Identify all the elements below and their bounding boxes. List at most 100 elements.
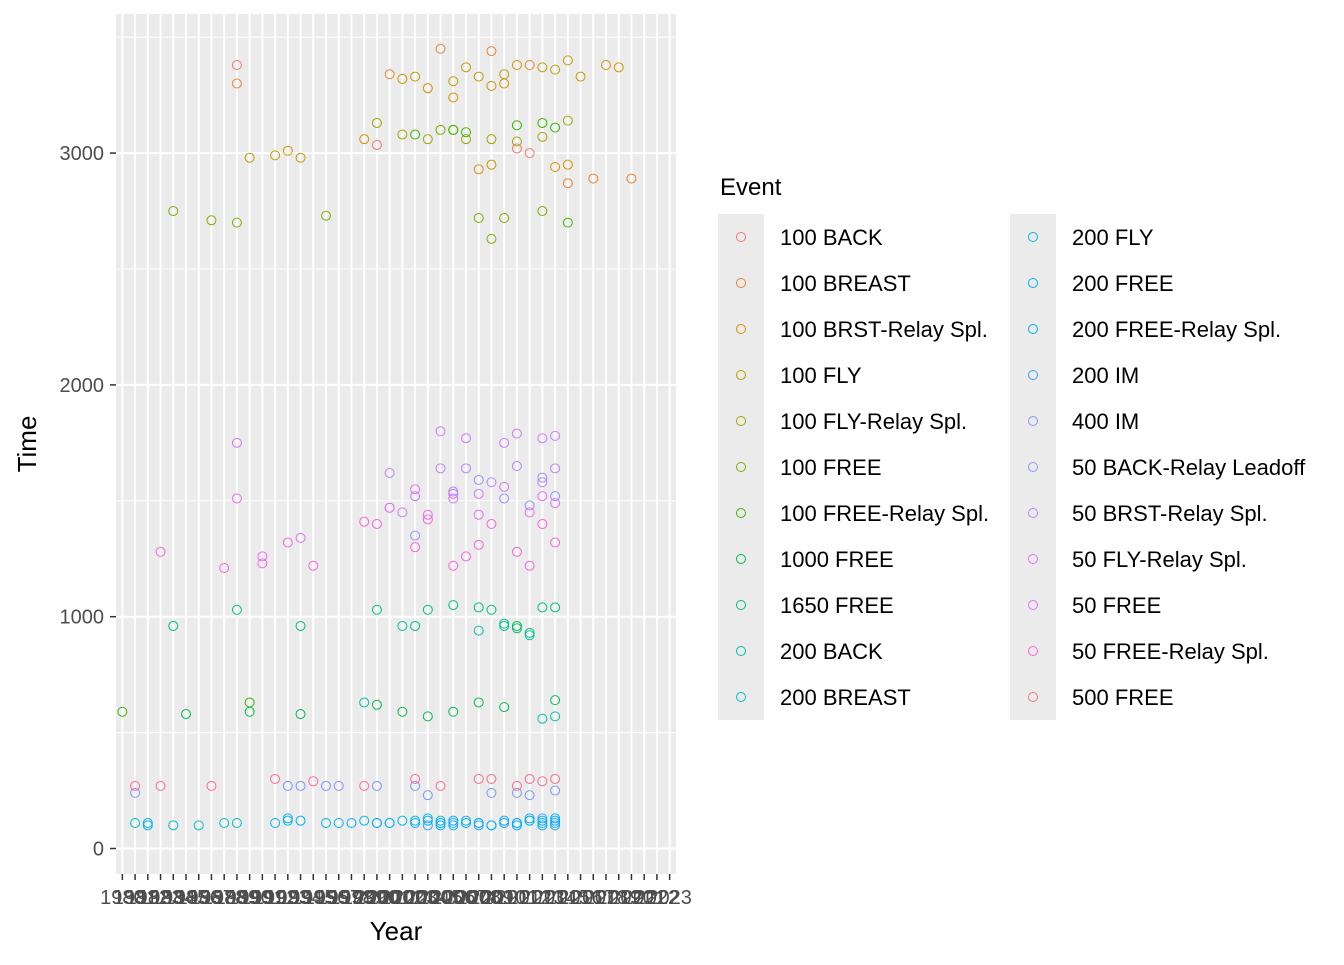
legend-key: [1028, 508, 1038, 518]
data-point: [435, 780, 446, 791]
data-point: [486, 773, 497, 784]
data-point: [321, 780, 331, 791]
data-point: [588, 173, 599, 184]
legend-label: 200 BREAST: [780, 685, 911, 710]
data-point: [537, 518, 548, 529]
x-tick-label: 2005: [418, 887, 463, 909]
data-point: [321, 818, 331, 829]
legend-label: 500 FREE: [1072, 685, 1174, 710]
y-tick-label: 1000: [60, 607, 105, 629]
legend-label: 50 FREE: [1072, 593, 1161, 618]
data-point: [371, 518, 382, 529]
data-point: [511, 780, 522, 791]
data-point: [473, 773, 484, 784]
data-point: [499, 702, 510, 713]
data-point: [295, 620, 306, 631]
data-point: [384, 69, 395, 80]
data-point: [550, 122, 561, 133]
data-point: [499, 437, 510, 448]
data-point: [295, 709, 306, 720]
data-point: [550, 161, 561, 172]
legend-key: [736, 278, 746, 288]
data-point: [499, 481, 510, 492]
data-point: [486, 134, 497, 145]
data-point: [461, 815, 471, 826]
data-point: [397, 620, 408, 631]
legend-label: 200 FREE-Relay Spl.: [1072, 317, 1281, 342]
data-point: [461, 818, 471, 829]
data-point: [473, 818, 484, 829]
legend-key: [736, 462, 746, 472]
data-point: [435, 426, 446, 437]
legend-label: 1650 FREE: [780, 593, 894, 618]
x-tick-label: 2022: [635, 887, 680, 909]
data-point: [410, 815, 421, 826]
y-tick-label: 3000: [60, 143, 105, 165]
data-point: [537, 433, 548, 444]
data-point: [550, 773, 561, 784]
x-tick-label: 2006: [431, 887, 476, 909]
data-point: [422, 604, 433, 615]
data-point: [473, 697, 484, 708]
data-point: [168, 206, 179, 217]
data-point: [499, 620, 510, 631]
x-tick-label: 1990: [227, 887, 272, 909]
x-tick-label: 1995: [291, 887, 336, 909]
data-point: [550, 820, 561, 831]
data-point: [486, 477, 497, 488]
data-point: [524, 630, 535, 641]
legend-label: 100 FREE-Relay Spl.: [780, 501, 989, 526]
data-point: [282, 813, 293, 824]
y-tick-label: 0: [93, 839, 104, 861]
data-point: [499, 212, 510, 223]
x-tick-label: 1981: [113, 887, 158, 909]
data-point: [461, 134, 471, 145]
data-point: [499, 69, 510, 80]
x-tick-label: 2004: [406, 887, 451, 909]
data-point: [333, 818, 344, 829]
data-point: [422, 820, 433, 831]
data-point: [486, 159, 497, 170]
data-point: [461, 62, 471, 73]
legend-key: [736, 600, 746, 610]
legend-label: 1000 FREE: [780, 547, 894, 572]
data-point: [550, 815, 561, 826]
grid-major: [116, 14, 676, 874]
x-tick-label: 1999: [342, 887, 387, 909]
legend-key: [1028, 554, 1038, 564]
legend-key: [736, 692, 746, 702]
data-point: [499, 815, 510, 826]
data-point: [435, 818, 446, 829]
data-point: [550, 491, 561, 502]
data-point: [219, 563, 230, 574]
data-point: [410, 773, 421, 784]
data-point: [562, 115, 573, 126]
x-tick-label: 1987: [189, 887, 234, 909]
data-point: [410, 818, 421, 829]
data-point: [524, 500, 535, 511]
data-point: [562, 217, 573, 228]
data-point: [295, 780, 306, 791]
x-tick-label: 2002: [380, 887, 425, 909]
data-point: [550, 602, 561, 613]
data-point: [270, 773, 281, 784]
data-point: [550, 498, 561, 509]
data-point: [231, 217, 242, 228]
data-point: [537, 818, 548, 829]
data-point: [270, 150, 281, 161]
data-point: [499, 818, 510, 829]
data-point: [524, 560, 535, 571]
data-point: [422, 813, 433, 824]
data-point: [359, 134, 370, 145]
data-point: [486, 233, 497, 244]
data-point: [473, 625, 484, 636]
data-point: [448, 820, 459, 831]
x-tick-label: 2013: [520, 887, 565, 909]
data-point: [550, 64, 561, 75]
data-point: [461, 433, 471, 444]
data-point: [295, 152, 306, 163]
data-point: [448, 600, 459, 611]
data-point: [142, 818, 153, 829]
data-point: [448, 815, 459, 826]
legend-label: 50 BRST-Relay Spl.: [1072, 501, 1268, 526]
